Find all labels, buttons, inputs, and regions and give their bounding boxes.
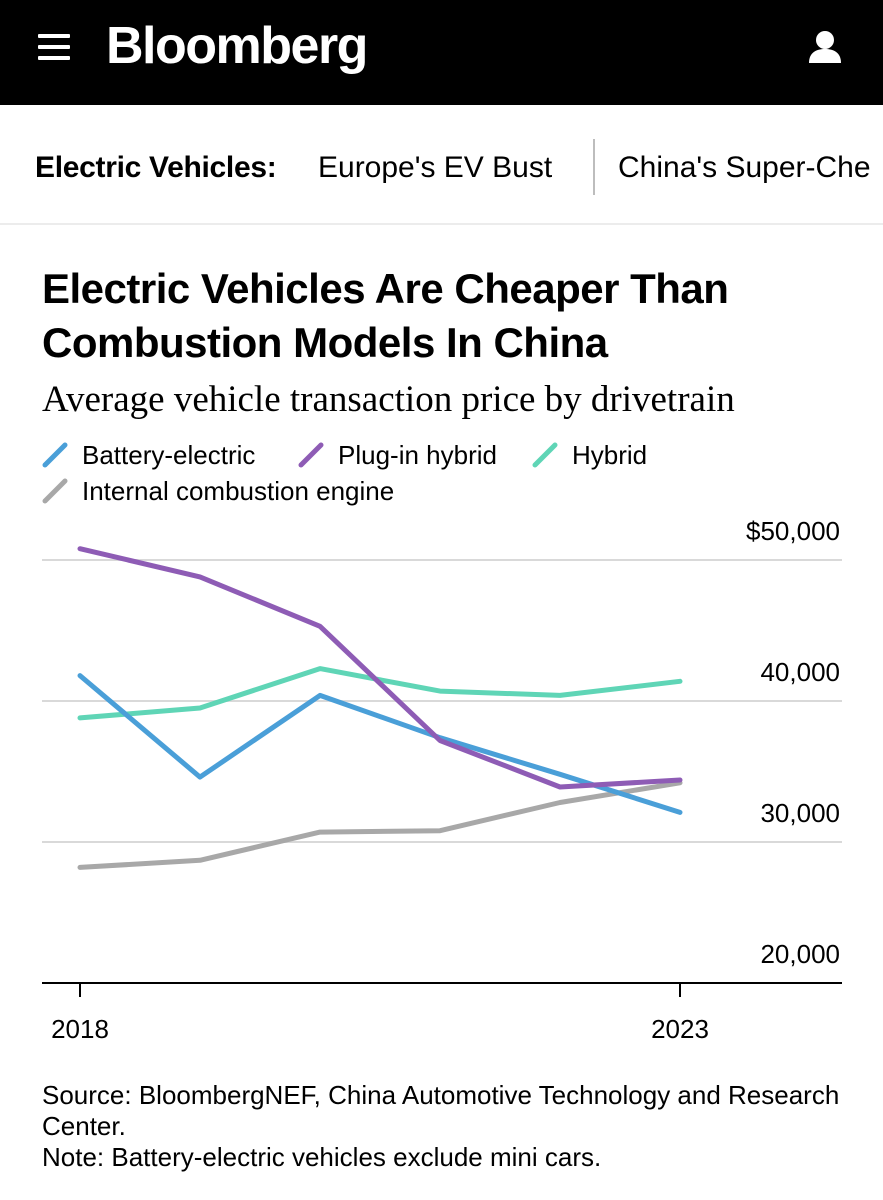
- series-line-internal-combustion-engine: [77, 780, 683, 870]
- y-tick-label: 20,000: [760, 939, 840, 969]
- chart-subtitle: Average vehicle transaction price by dri…: [42, 379, 735, 420]
- topic-label: Electric Vehicles:: [35, 151, 277, 184]
- source-note: Source: BloombergNEF, China Automotive T…: [42, 1080, 862, 1173]
- series-line-battery-electric: [77, 673, 683, 815]
- legend-label: Hybrid: [572, 440, 648, 470]
- topic-divider: [593, 139, 595, 195]
- y-tick-label: $50,000: [746, 516, 840, 546]
- note-text: Note: Battery-electric vehicles exclude …: [42, 1142, 602, 1172]
- y-tick-label: 30,000: [760, 798, 840, 828]
- topic-navigation: Electric Vehicles: Europe's EV Bust Chin…: [0, 105, 883, 225]
- hamburger-menu-icon[interactable]: [38, 34, 70, 60]
- source-text: Source: BloombergNEF, China Automotive T…: [42, 1080, 840, 1141]
- chart-title: Electric Vehicles Are Cheaper Than Combu…: [42, 265, 729, 366]
- legend-label: Internal combustion engine: [82, 476, 395, 506]
- series-line-plug-in-hybrid: [77, 546, 683, 790]
- topic-link-chinas-super-cheap[interactable]: China's Super-Che: [618, 151, 871, 184]
- y-tick-label: 40,000: [760, 657, 840, 687]
- legend-label: Plug-in hybrid: [338, 440, 497, 470]
- topic-link-europes-ev-bust[interactable]: Europe's EV Bust: [318, 151, 553, 184]
- series-line-hybrid: [77, 666, 683, 721]
- bloomberg-logo[interactable]: Bloomberg: [106, 17, 368, 75]
- x-tick-label: 2023: [651, 1014, 709, 1044]
- top-bar: Bloomberg: [0, 0, 883, 105]
- x-tick-label: 2018: [51, 1014, 109, 1044]
- user-icon[interactable]: [806, 30, 844, 64]
- legend-label: Battery-electric: [82, 440, 256, 470]
